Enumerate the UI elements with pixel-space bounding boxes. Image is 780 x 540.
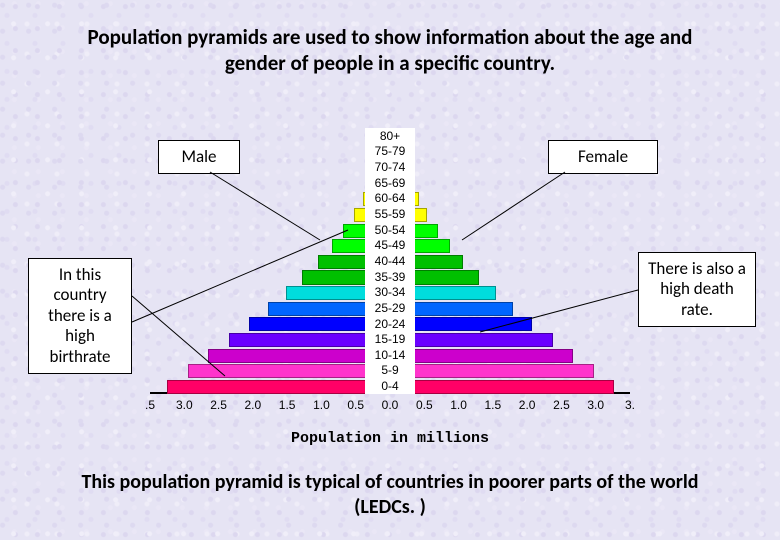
male-bar [208, 349, 390, 363]
x-tick-label: 2.5 [553, 398, 570, 412]
male-bar [167, 380, 390, 394]
x-tick-label: 3. [625, 398, 635, 412]
x-tick-label: 2.5 [210, 398, 227, 412]
x-tick-label: .5 [145, 398, 155, 412]
male-bar [188, 364, 390, 378]
female-bar [390, 270, 479, 284]
bar-row [150, 175, 630, 191]
x-tick-label: 0.5 [347, 398, 364, 412]
male-bar [383, 130, 390, 144]
bar-row [150, 378, 630, 394]
x-axis-ticks: .53.02.52.01.51.00.50.00.51.01.52.02.53.… [150, 394, 630, 418]
bar-row [150, 159, 630, 175]
chart-caption: This population pyramid is typical of co… [80, 470, 700, 520]
female-bar [390, 130, 398, 144]
bar-row [150, 316, 630, 332]
x-tick-label: 1.5 [279, 398, 296, 412]
female-bar [390, 177, 412, 191]
female-bar [390, 239, 450, 253]
male-bar [354, 208, 390, 222]
bar-row [150, 222, 630, 238]
callout-birthrate: In this country there is a high birthrat… [28, 258, 132, 374]
female-bar [390, 317, 532, 331]
bar-row [150, 206, 630, 222]
male-bar [343, 224, 390, 238]
bar-row [150, 331, 630, 347]
female-bar [390, 333, 553, 347]
bar-row [150, 253, 630, 269]
male-bar [380, 145, 390, 159]
x-tick-label: 1.5 [485, 398, 502, 412]
male-bar [249, 317, 390, 331]
female-bar [390, 349, 573, 363]
x-tick-label: 2.0 [519, 398, 536, 412]
female-bar [390, 255, 463, 269]
male-bar [229, 333, 390, 347]
female-bar [390, 208, 427, 222]
bar-row [150, 238, 630, 254]
bar-row [150, 347, 630, 363]
female-bar [390, 380, 614, 394]
bar-row [150, 363, 630, 379]
bar-row [150, 191, 630, 207]
chart-plot-area: 80+75-7970-7465-6960-6455-5950-5445-4940… [150, 128, 630, 394]
x-tick-label: 0.0 [382, 398, 399, 412]
x-tick-label: 0.5 [416, 398, 433, 412]
male-bar [286, 286, 390, 300]
pyramid-bars [150, 128, 630, 394]
x-tick-label: 2.0 [245, 398, 262, 412]
x-tick-label: 3.0 [176, 398, 193, 412]
female-bar [390, 145, 402, 159]
male-bar [363, 192, 390, 206]
female-bar [390, 286, 496, 300]
male-bar [375, 161, 390, 175]
bar-row [150, 300, 630, 316]
x-tick-label: 3.0 [587, 398, 604, 412]
bar-row [150, 144, 630, 160]
male-bar [369, 177, 390, 191]
callout-deathrate: There is also a high death rate. [638, 252, 756, 327]
female-bar [390, 364, 594, 378]
female-bar [390, 224, 438, 238]
female-bar [390, 302, 513, 316]
x-tick-label: 1.0 [313, 398, 330, 412]
female-bar [390, 161, 406, 175]
x-axis-label: Population in millions [0, 430, 780, 447]
female-bar [390, 192, 419, 206]
bar-row [150, 269, 630, 285]
male-bar [268, 302, 390, 316]
bar-row [150, 285, 630, 301]
population-pyramid-chart: 80+75-7970-7465-6960-6455-5950-5445-4940… [150, 128, 630, 418]
page-title: Population pyramids are used to show inf… [60, 24, 720, 77]
male-bar [332, 239, 390, 253]
bar-row [150, 128, 630, 144]
male-bar [302, 270, 390, 284]
x-tick-label: 1.0 [450, 398, 467, 412]
male-bar [318, 255, 390, 269]
